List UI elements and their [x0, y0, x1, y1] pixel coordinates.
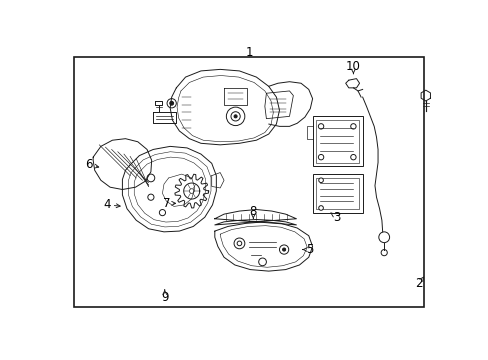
Text: 10: 10 — [346, 60, 360, 73]
Text: 8: 8 — [249, 204, 257, 217]
Circle shape — [234, 115, 237, 118]
Bar — [312, 116, 362, 166]
Text: 7: 7 — [162, 197, 170, 210]
Circle shape — [169, 101, 173, 105]
Circle shape — [234, 238, 244, 249]
Text: 4: 4 — [103, 198, 110, 211]
Text: 5: 5 — [306, 243, 313, 256]
Circle shape — [279, 245, 288, 254]
Circle shape — [318, 154, 323, 160]
Circle shape — [147, 194, 154, 200]
Text: 6: 6 — [85, 158, 93, 171]
Circle shape — [237, 241, 241, 246]
Circle shape — [318, 206, 323, 210]
Circle shape — [318, 124, 323, 129]
Circle shape — [380, 249, 386, 256]
Circle shape — [378, 232, 389, 243]
Text: 2: 2 — [414, 277, 422, 290]
Text: 1: 1 — [245, 46, 253, 59]
Circle shape — [258, 258, 266, 266]
Bar — [316, 120, 358, 163]
Circle shape — [147, 174, 154, 182]
Text: 3: 3 — [333, 211, 340, 224]
Bar — [316, 178, 358, 209]
Circle shape — [230, 112, 240, 121]
Bar — [312, 174, 362, 213]
Circle shape — [167, 99, 176, 108]
Circle shape — [350, 124, 355, 129]
Circle shape — [318, 178, 323, 183]
Circle shape — [350, 154, 355, 160]
Circle shape — [226, 107, 244, 126]
Circle shape — [159, 210, 165, 216]
Text: 9: 9 — [161, 291, 168, 304]
Circle shape — [282, 248, 285, 251]
